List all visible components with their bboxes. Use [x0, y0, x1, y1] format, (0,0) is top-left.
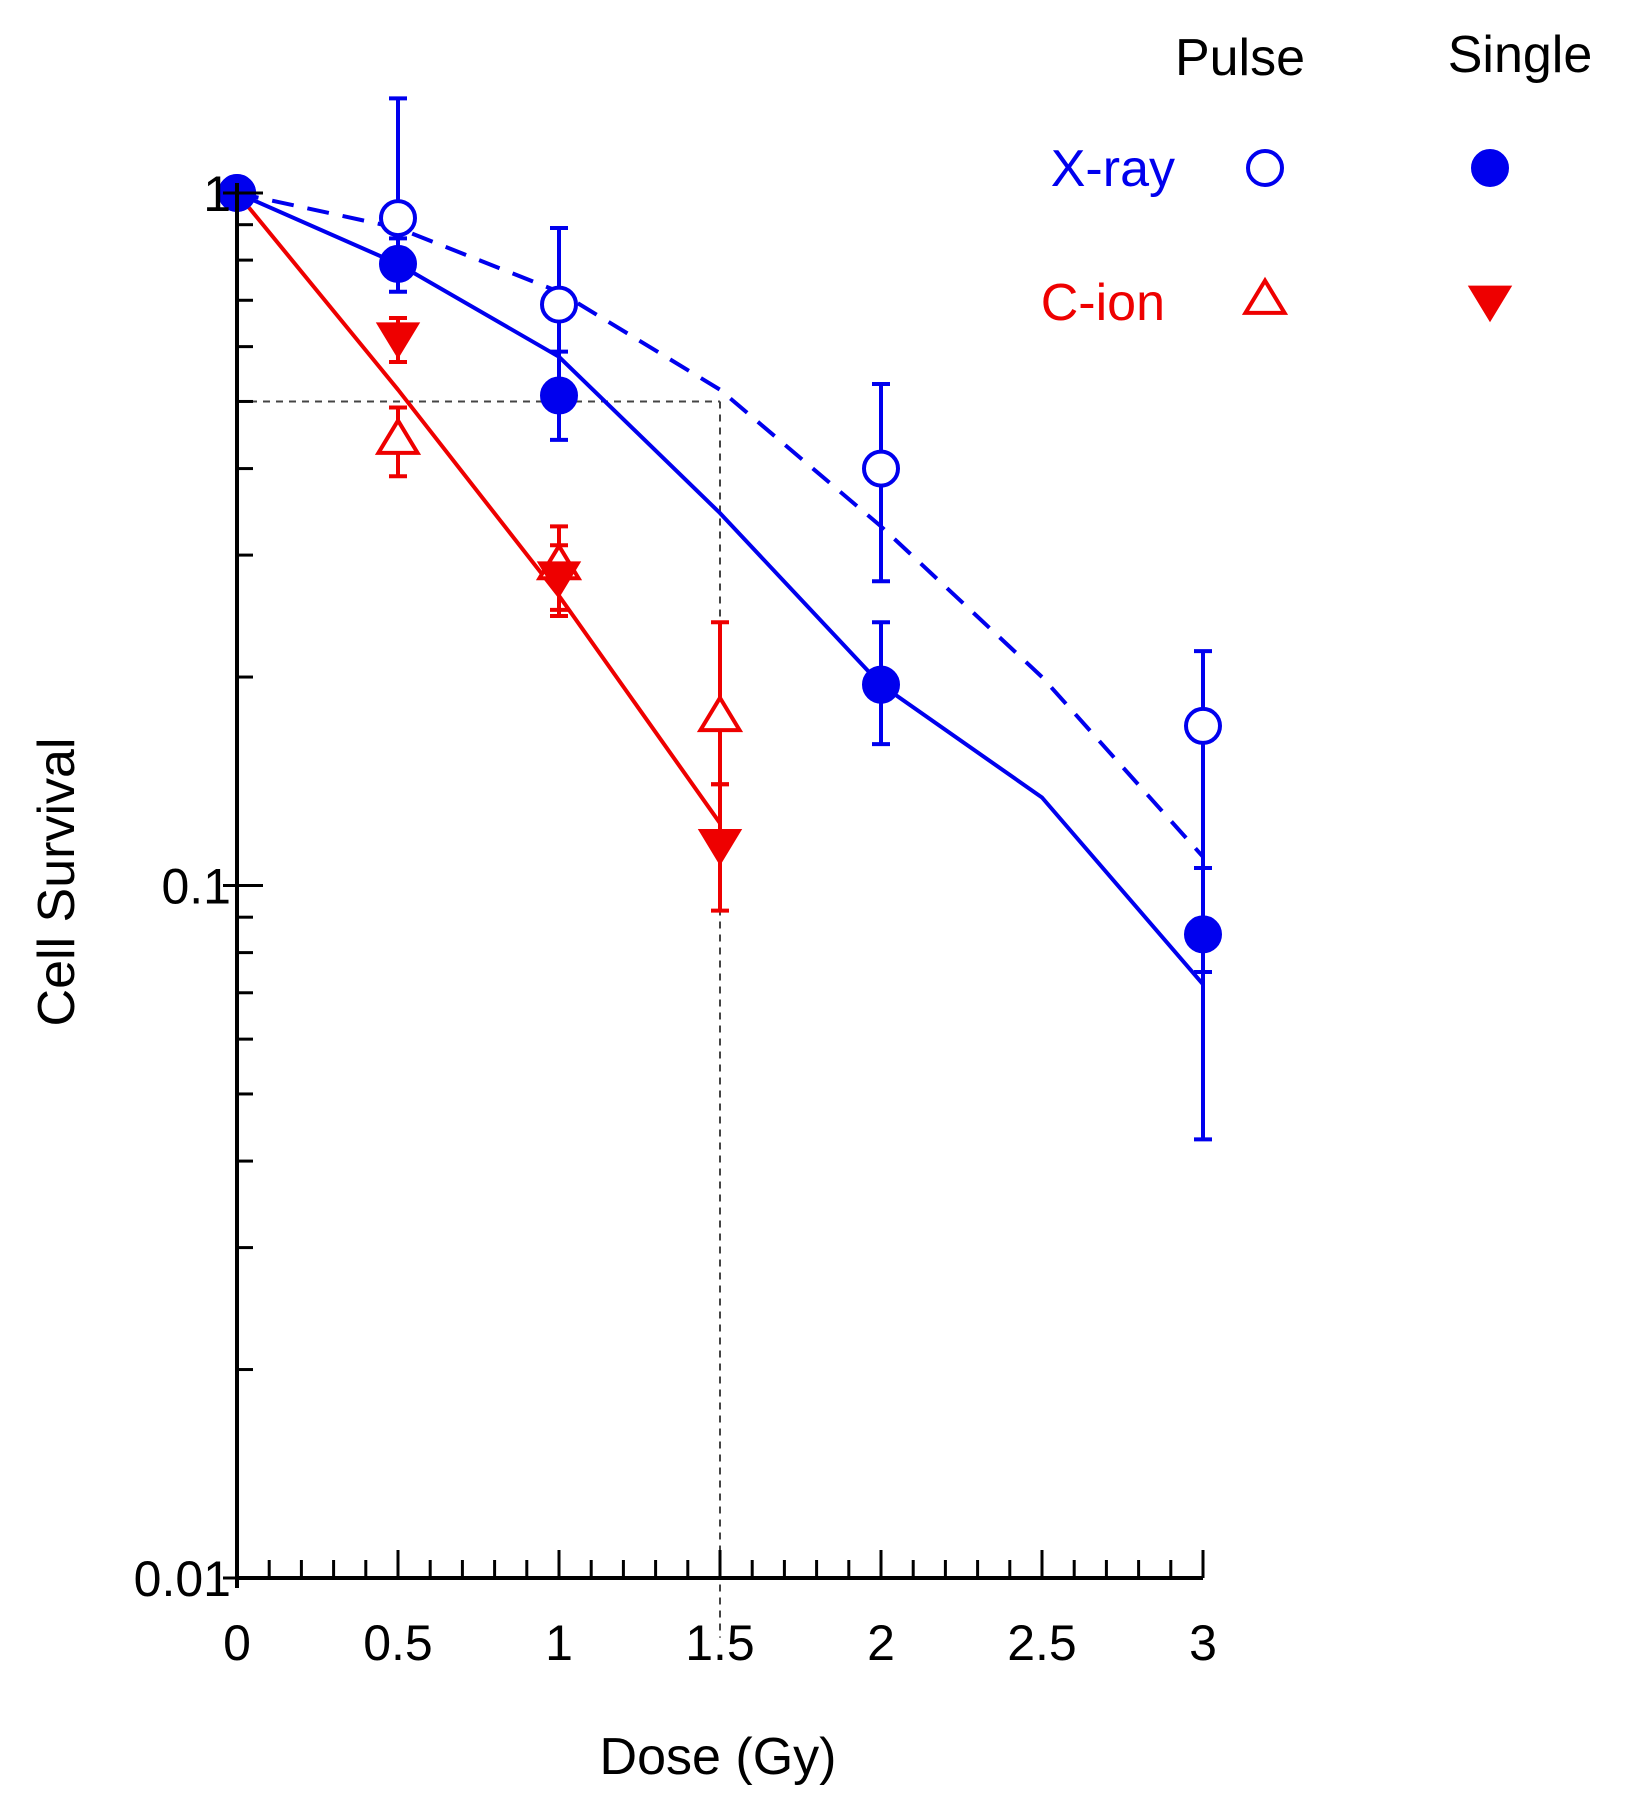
marker-x-ray-pulse-4 — [1184, 706, 1222, 745]
x-tick-label-3: 1.5 — [685, 1615, 755, 1671]
x-tick-label-1: 0.5 — [363, 1615, 433, 1671]
marker-c-ion-single-2 — [697, 829, 743, 866]
legend-label-xray: X-ray — [1051, 140, 1175, 198]
marker-c-ion-pulse-2 — [696, 693, 744, 733]
legend-markers — [1241, 149, 1513, 323]
tick-labels: 0 0.5 1 1.5 2 2.5 3 1 0.1 0.01 — [134, 166, 1217, 1671]
x-tick-label-0: 0 — [223, 1615, 251, 1671]
marker-c-ion-pulse-0 — [374, 416, 422, 455]
x-tick-label-2: 1 — [545, 1615, 573, 1671]
y-axis-title: Cell Survival — [28, 738, 86, 1027]
y-tick-label-2: 0.01 — [134, 1551, 231, 1607]
legend-marker-x-ray-single — [1471, 149, 1509, 187]
marker-x-ray-single-1 — [379, 244, 417, 283]
legend: Pulse Single X-ray C-ion — [1041, 26, 1593, 332]
legend-header-single: Single — [1448, 26, 1593, 84]
x-tick-label-5: 2.5 — [1007, 1615, 1077, 1671]
x-tick-label-4: 2 — [867, 1615, 895, 1671]
y-tick-label-0: 1 — [203, 166, 231, 222]
marker-x-ray-single-3 — [862, 665, 900, 704]
marker-c-ion-single-0 — [375, 322, 421, 360]
fit-curve-2 — [235, 191, 722, 825]
reference-lines — [237, 400, 721, 1638]
marker-x-ray-single-2 — [540, 376, 578, 415]
legend-label-cion: C-ion — [1041, 274, 1165, 332]
x-tick-label-6: 3 — [1189, 1615, 1217, 1671]
marker-x-ray-pulse-3 — [862, 449, 900, 488]
marker-x-ray-single-4 — [1184, 915, 1222, 954]
marker-x-ray-pulse-1 — [379, 199, 417, 238]
legend-header-pulse: Pulse — [1175, 29, 1305, 87]
y-tick-label-1: 0.1 — [161, 859, 231, 915]
legend-marker-x-ray-pulse — [1246, 149, 1284, 187]
axes — [223, 183, 1205, 1588]
x-axis-title: Dose (Gy) — [600, 1728, 837, 1786]
marker-x-ray-pulse-2 — [540, 285, 578, 324]
error-bars — [389, 96, 1212, 1142]
legend-marker-c-ion-pulse — [1241, 276, 1289, 315]
legend-marker-c-ion-single — [1467, 285, 1513, 323]
marker-c-ion-single-1 — [536, 561, 582, 599]
